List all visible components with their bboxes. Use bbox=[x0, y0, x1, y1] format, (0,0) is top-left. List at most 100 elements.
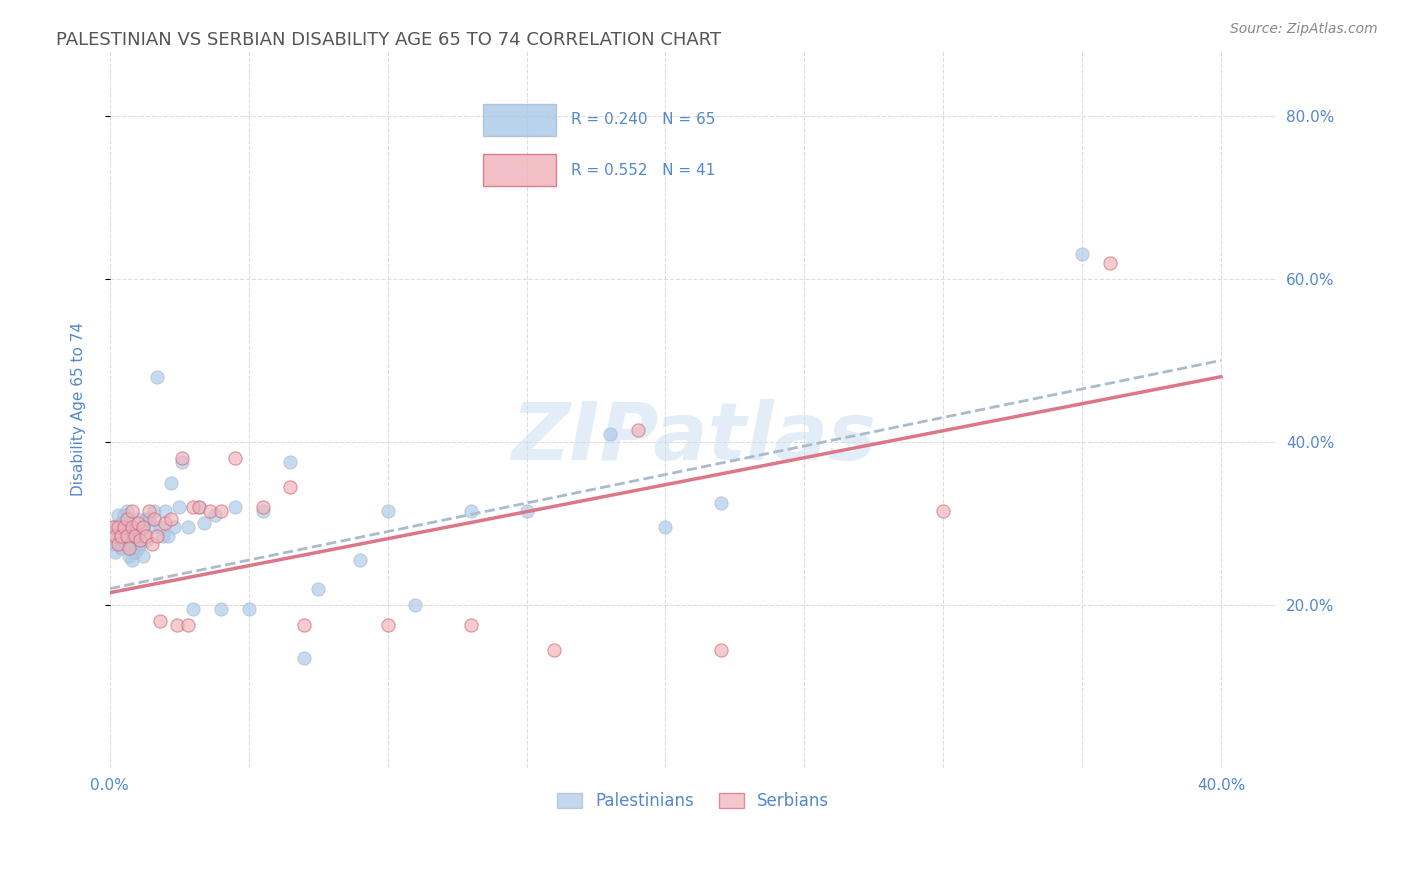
Point bbox=[115, 520, 138, 534]
Point bbox=[129, 533, 152, 547]
Point bbox=[152, 529, 174, 543]
Point bbox=[107, 537, 129, 551]
Point bbox=[932, 504, 955, 518]
Point bbox=[170, 451, 193, 466]
Point bbox=[127, 512, 149, 526]
Point bbox=[187, 500, 209, 515]
Point bbox=[118, 541, 141, 555]
Point bbox=[121, 537, 143, 551]
Point bbox=[124, 529, 146, 543]
Point bbox=[127, 516, 149, 531]
Point bbox=[118, 529, 141, 543]
Point bbox=[170, 455, 193, 469]
Point bbox=[627, 423, 650, 437]
Point bbox=[1098, 255, 1121, 269]
Point bbox=[127, 529, 149, 543]
Point bbox=[124, 545, 146, 559]
Point bbox=[115, 529, 138, 543]
Point bbox=[110, 541, 132, 555]
Point bbox=[204, 508, 226, 523]
Point bbox=[176, 618, 198, 632]
Point bbox=[224, 451, 246, 466]
Point bbox=[107, 520, 129, 534]
Point bbox=[181, 500, 204, 515]
Legend: Palestinians, Serbians: Palestinians, Serbians bbox=[550, 786, 837, 817]
Point bbox=[101, 520, 124, 534]
Point bbox=[104, 529, 127, 543]
Text: PALESTINIAN VS SERBIAN DISABILITY AGE 65 TO 74 CORRELATION CHART: PALESTINIAN VS SERBIAN DISABILITY AGE 65… bbox=[56, 31, 721, 49]
Point bbox=[187, 500, 209, 515]
Point bbox=[155, 504, 177, 518]
Point bbox=[460, 618, 482, 632]
Point bbox=[377, 618, 399, 632]
Point bbox=[238, 602, 260, 616]
Point bbox=[121, 553, 143, 567]
Point bbox=[166, 618, 188, 632]
Point bbox=[110, 516, 132, 531]
Point bbox=[155, 516, 177, 531]
Point bbox=[121, 520, 143, 534]
Point bbox=[252, 504, 274, 518]
Point bbox=[654, 520, 676, 534]
Point bbox=[209, 602, 232, 616]
Point bbox=[112, 537, 135, 551]
Point bbox=[143, 504, 166, 518]
Text: Source: ZipAtlas.com: Source: ZipAtlas.com bbox=[1230, 22, 1378, 37]
Point bbox=[710, 496, 733, 510]
Point bbox=[112, 520, 135, 534]
Point bbox=[101, 520, 124, 534]
Point bbox=[160, 475, 183, 490]
Point bbox=[146, 529, 169, 543]
Point bbox=[107, 508, 129, 523]
Point bbox=[543, 642, 565, 657]
Point bbox=[292, 651, 315, 665]
Point bbox=[252, 500, 274, 515]
Point bbox=[132, 520, 155, 534]
Point bbox=[110, 529, 132, 543]
Point bbox=[515, 504, 537, 518]
Point bbox=[115, 504, 138, 518]
Point bbox=[193, 516, 215, 531]
Point bbox=[157, 529, 180, 543]
Point bbox=[135, 512, 157, 526]
Point bbox=[110, 529, 132, 543]
Point bbox=[146, 369, 169, 384]
Point bbox=[160, 512, 183, 526]
Point bbox=[377, 504, 399, 518]
Point bbox=[181, 602, 204, 616]
Point bbox=[163, 520, 186, 534]
Point bbox=[143, 512, 166, 526]
Point bbox=[107, 537, 129, 551]
Point bbox=[124, 524, 146, 539]
Point bbox=[460, 504, 482, 518]
Point bbox=[149, 614, 172, 628]
Point bbox=[710, 642, 733, 657]
Point bbox=[132, 520, 155, 534]
Point bbox=[138, 512, 160, 526]
Point bbox=[118, 549, 141, 563]
Point bbox=[127, 541, 149, 555]
Y-axis label: Disability Age 65 to 74: Disability Age 65 to 74 bbox=[72, 322, 86, 496]
Point bbox=[135, 533, 157, 547]
Point bbox=[101, 537, 124, 551]
Point bbox=[404, 598, 426, 612]
Point bbox=[599, 426, 621, 441]
Point bbox=[141, 537, 163, 551]
Point bbox=[280, 455, 302, 469]
Point bbox=[121, 520, 143, 534]
Text: ZIPatlas: ZIPatlas bbox=[510, 399, 876, 477]
Point bbox=[138, 504, 160, 518]
Point bbox=[1071, 247, 1094, 261]
Point bbox=[349, 553, 371, 567]
Point bbox=[121, 504, 143, 518]
Point bbox=[141, 520, 163, 534]
Point bbox=[135, 529, 157, 543]
Point bbox=[104, 545, 127, 559]
Point bbox=[118, 516, 141, 531]
Point bbox=[149, 520, 172, 534]
Point bbox=[169, 500, 191, 515]
Point bbox=[280, 480, 302, 494]
Point bbox=[292, 618, 315, 632]
Point bbox=[132, 549, 155, 563]
Point bbox=[115, 512, 138, 526]
